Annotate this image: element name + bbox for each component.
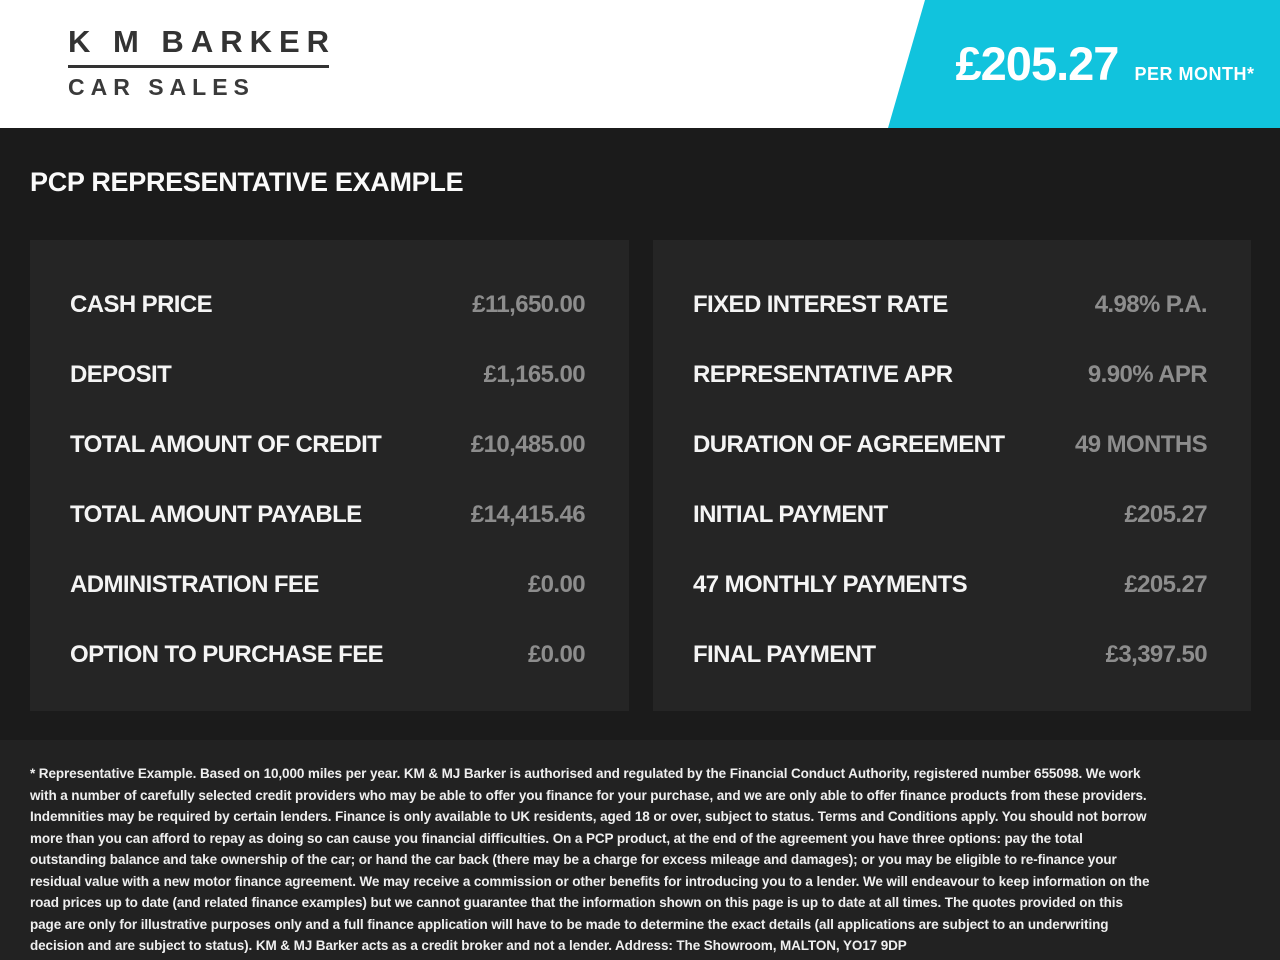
row-label: INITIAL PAYMENT — [693, 501, 888, 528]
row-label: OPTION TO PURCHASE FEE — [70, 641, 384, 668]
page-title: PCP REPRESENTATIVE EXAMPLE — [30, 167, 464, 197]
finance-row-total-credit: TOTAL AMOUNT OF CREDIT £10,485.00 — [70, 410, 586, 480]
row-label: FIXED INTEREST RATE — [693, 291, 948, 318]
row-value: £0.00 — [527, 641, 586, 668]
row-label: REPRESENTATIVE APR — [693, 361, 953, 388]
finance-row-admin-fee: ADMINISTRATION FEE £0.00 — [70, 550, 586, 620]
row-value: £205.27 — [1124, 501, 1207, 528]
finance-row-initial-payment: INITIAL PAYMENT £205.27 — [693, 480, 1208, 550]
legal-footer: * Representative Example. Based on 10,00… — [0, 740, 1280, 960]
finance-row-interest-rate: FIXED INTEREST RATE 4.98% P.A. — [693, 270, 1208, 340]
row-value: £11,650.00 — [472, 291, 585, 318]
row-label: DURATION OF AGREEMENT — [693, 431, 1005, 458]
monthly-price-banner: £205.27 PER MONTH* — [888, 0, 1280, 128]
row-value: £0.00 — [527, 571, 586, 598]
row-value: £10,485.00 — [470, 431, 586, 458]
finance-row-monthly-payments: 47 MONTHLY PAYMENTS £205.27 — [693, 550, 1208, 620]
row-value: £14,415.46 — [470, 501, 586, 528]
finance-row-total-payable: TOTAL AMOUNT PAYABLE £14,415.46 — [70, 480, 586, 550]
row-value: £205.27 — [1124, 571, 1207, 598]
finance-row-apr: REPRESENTATIVE APR 9.90% APR — [693, 340, 1208, 410]
row-label: ADMINISTRATION FEE — [70, 571, 319, 598]
monthly-price-period: PER MONTH* — [1134, 64, 1255, 84]
row-value: 4.98% P.A. — [1094, 291, 1208, 318]
row-label: TOTAL AMOUNT PAYABLE — [70, 501, 362, 528]
row-value: £3,397.50 — [1105, 641, 1208, 668]
row-label: 47 MONTHLY PAYMENTS — [693, 571, 968, 598]
finance-row-final-payment: FINAL PAYMENT £3,397.50 — [693, 620, 1208, 690]
dealer-logo: K M BARKER CAR SALES — [68, 26, 336, 99]
dealer-logo-name: K M BARKER — [68, 24, 337, 59]
row-value: £1,165.00 — [483, 361, 586, 388]
finance-panel-left: CASH PRICE £11,650.00 DEPOSIT £1,165.00 … — [30, 240, 629, 711]
header-bar: K M BARKER CAR SALES £205.27 PER MONTH* — [0, 0, 1280, 128]
row-value: 49 MONTHS — [1075, 431, 1208, 458]
finance-row-deposit: DEPOSIT £1,165.00 — [70, 340, 586, 410]
representative-example-disclaimer: * Representative Example. Based on 10,00… — [30, 766, 1150, 953]
row-label: CASH PRICE — [70, 291, 213, 318]
row-label: FINAL PAYMENT — [693, 641, 876, 668]
row-value: 9.90% APR — [1087, 361, 1208, 388]
finance-row-cash-price: CASH PRICE £11,650.00 — [70, 270, 586, 340]
row-label: TOTAL AMOUNT OF CREDIT — [70, 431, 382, 458]
dealer-logo-rule — [68, 65, 330, 68]
row-label: DEPOSIT — [70, 361, 172, 388]
dealer-logo-tagline: CAR SALES — [68, 74, 255, 100]
finance-row-duration: DURATION OF AGREEMENT 49 MONTHS — [693, 410, 1208, 480]
monthly-price-amount: £205.27 — [955, 37, 1120, 90]
finance-panel-right: FIXED INTEREST RATE 4.98% P.A. REPRESENT… — [653, 240, 1251, 711]
finance-row-option-fee: OPTION TO PURCHASE FEE £0.00 — [70, 620, 586, 690]
